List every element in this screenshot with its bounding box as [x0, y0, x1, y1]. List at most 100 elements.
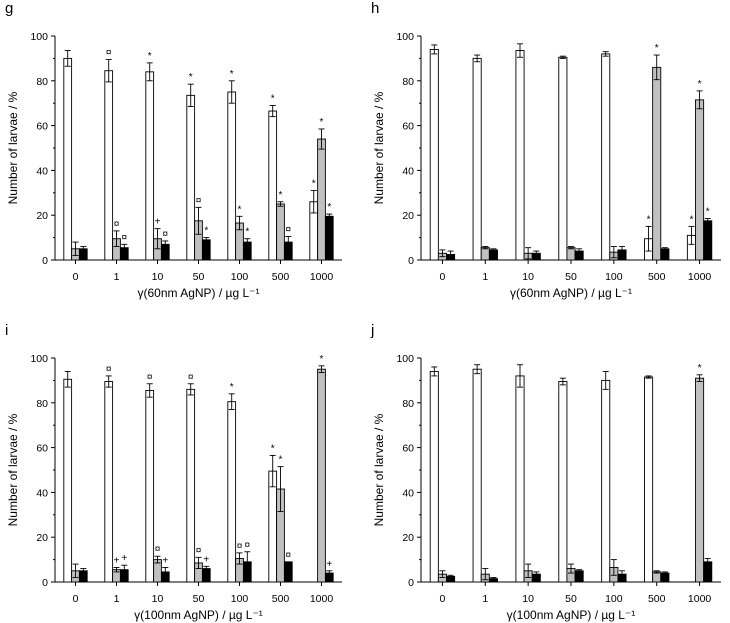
y-tick-label: 20: [402, 210, 414, 222]
bar-series-3: [574, 570, 584, 583]
panel-label: h: [371, 0, 379, 17]
significance-mark: +: [162, 555, 168, 566]
x-tick-label: 100: [605, 271, 623, 283]
bar-series-1: [145, 390, 155, 583]
y-tick-label: 100: [30, 353, 48, 365]
bar-series-1: [558, 381, 568, 583]
significance-mark: *: [689, 214, 693, 225]
y-tick-label: 0: [42, 255, 48, 267]
bar-series-2: [566, 247, 576, 261]
significance-mark: ¤: [286, 550, 292, 561]
x-axis-title: γ(100nm AgNP) / µg L⁻¹: [507, 608, 636, 622]
bar-series-1: [63, 57, 73, 261]
bar-series-1: [186, 388, 196, 583]
significance-mark: *: [230, 69, 234, 80]
bar-series-1: [145, 71, 155, 261]
significance-mark: *: [655, 43, 659, 54]
x-tick-label: 500: [648, 271, 666, 283]
x-tick-label: 50: [565, 593, 577, 605]
significance-mark: *: [327, 202, 331, 213]
bar-series-1: [227, 401, 237, 583]
significance-mark: *: [320, 117, 324, 128]
x-axis-title: γ(60nm AgNP) / µg L⁻¹: [510, 286, 632, 300]
bar-series-3: [201, 239, 211, 261]
bar-series-2: [695, 99, 705, 261]
bar-series-1: [104, 381, 114, 583]
x-tick-label: 500: [648, 593, 666, 605]
significance-mark: *: [148, 51, 152, 62]
significance-mark: *: [312, 179, 316, 190]
bar-series-3: [703, 220, 713, 261]
significance-mark: ¤: [114, 219, 120, 230]
x-tick-label: 10: [522, 271, 534, 283]
significance-mark: *: [279, 190, 283, 201]
x-tick-label: 1000: [310, 271, 334, 283]
bar-series-2: [480, 247, 490, 261]
x-tick-label: 1000: [310, 593, 334, 605]
bar-series-2: [317, 138, 326, 261]
significance-mark: *: [698, 363, 702, 374]
bar-series-1: [558, 56, 568, 261]
significance-mark: *: [706, 207, 710, 218]
y-tick-label: 40: [402, 165, 414, 177]
y-tick-label: 0: [408, 577, 414, 589]
significance-mark: ¤: [106, 364, 112, 375]
y-tick-label: 60: [36, 121, 48, 133]
significance-mark: ¤: [237, 541, 243, 552]
bar-series-2: [276, 203, 285, 261]
bar-series-1: [515, 50, 525, 261]
y-tick-label: 60: [402, 443, 414, 455]
x-tick-label: 50: [193, 271, 205, 283]
y-tick-label: 20: [402, 532, 414, 544]
significance-mark: +: [326, 559, 332, 570]
bar-series-1: [63, 378, 73, 583]
bar-series-1: [472, 368, 482, 583]
x-tick-label: 1000: [688, 271, 712, 283]
x-tick-label: 1: [482, 271, 488, 283]
y-tick-label: 100: [396, 31, 414, 43]
x-tick-label: 500: [272, 271, 290, 283]
panel-label: g: [5, 0, 13, 17]
y-tick-label: 80: [36, 398, 48, 410]
y-tick-label: 80: [402, 76, 414, 88]
bar-series-3: [324, 215, 334, 261]
significance-mark: *: [279, 455, 283, 466]
panel-label: i: [5, 322, 8, 339]
bar-series-1: [601, 379, 611, 583]
significance-mark: ¤: [286, 224, 292, 235]
significance-mark: *: [230, 382, 234, 393]
significance-mark: +: [121, 553, 127, 564]
x-tick-label: 1000: [688, 593, 712, 605]
x-tick-label: 1: [482, 593, 488, 605]
bar-series-2: [317, 368, 326, 583]
significance-mark: *: [271, 443, 275, 454]
x-tick-label: 500: [272, 593, 290, 605]
significance-mark: ¤: [155, 544, 161, 555]
bar-series-1: [429, 370, 439, 583]
x-tick-label: 0: [440, 593, 446, 605]
significance-mark: ¤: [188, 372, 194, 383]
significance-mark: *: [189, 72, 193, 83]
x-tick-label: 50: [565, 271, 577, 283]
significance-mark: *: [647, 214, 651, 225]
bar-series-1: [268, 110, 278, 261]
x-tick-label: 100: [605, 593, 623, 605]
y-tick-label: 40: [402, 487, 414, 499]
significance-mark: ¤: [122, 232, 128, 243]
y-axis-title: Number of larvae / %: [372, 413, 386, 526]
panel-label: j: [370, 322, 374, 339]
x-tick-label: 0: [73, 593, 79, 605]
y-axis-title: Number of larvae / %: [372, 91, 386, 204]
bar-series-2: [652, 66, 662, 261]
y-tick-label: 60: [402, 121, 414, 133]
bar-series-3: [660, 248, 670, 261]
y-tick-label: 20: [36, 532, 48, 544]
significance-mark: ¤: [196, 545, 202, 556]
significance-mark: ¤: [245, 540, 251, 551]
significance-mark: *: [238, 204, 242, 215]
significance-mark: ¤: [106, 48, 112, 59]
